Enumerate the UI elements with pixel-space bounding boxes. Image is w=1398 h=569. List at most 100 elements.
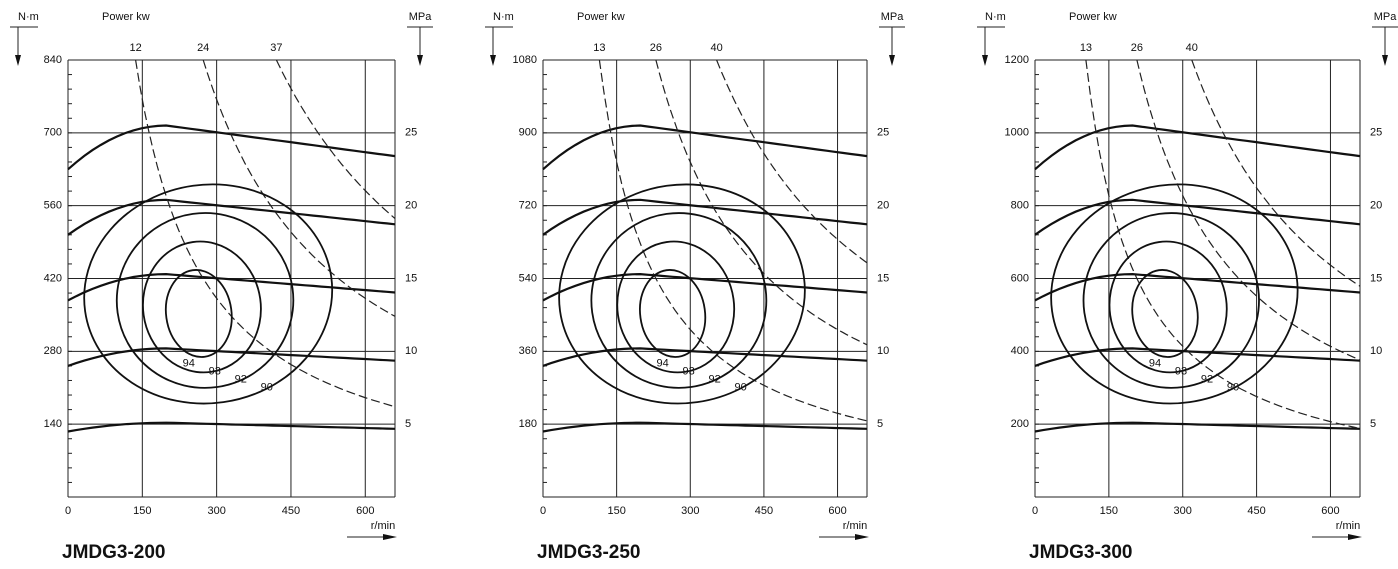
pressure-line bbox=[1034, 421, 1361, 433]
efficiency-label: 93 bbox=[209, 365, 221, 377]
efficiency-label: 94 bbox=[183, 357, 195, 369]
power-curve bbox=[1191, 59, 1361, 287]
y2-tick-label: 20 bbox=[405, 200, 417, 212]
pressure-line bbox=[67, 347, 396, 367]
y-tick-label: 200 bbox=[1011, 418, 1029, 430]
efficiency-contour bbox=[1108, 240, 1228, 374]
y2-tick-label: 15 bbox=[1370, 272, 1382, 284]
arrowhead bbox=[1348, 534, 1362, 540]
y2-tick-label: 10 bbox=[877, 345, 889, 357]
y2-tick-label: 5 bbox=[877, 418, 883, 430]
arrowhead bbox=[855, 534, 869, 540]
chart-title: JMDG3-250 bbox=[537, 542, 641, 563]
pressure-line bbox=[542, 421, 868, 433]
arrowhead bbox=[383, 534, 397, 540]
pressure-line bbox=[1034, 272, 1361, 302]
power-label: 26 bbox=[1131, 42, 1143, 54]
power-label: 24 bbox=[197, 42, 209, 54]
power-label: 26 bbox=[650, 42, 662, 54]
arrowhead bbox=[417, 55, 423, 66]
efficiency-label: 94 bbox=[1149, 357, 1161, 369]
efficiency-label: 92 bbox=[235, 373, 247, 385]
power-curve bbox=[1085, 59, 1361, 430]
x-tick-label: 450 bbox=[755, 505, 773, 517]
y2-tick-label: 25 bbox=[877, 127, 889, 139]
efficiency-contour bbox=[1082, 212, 1260, 389]
y2-tick-label: 15 bbox=[877, 272, 889, 284]
y-tick-label: 180 bbox=[519, 418, 537, 430]
y-tick-label: 800 bbox=[1011, 200, 1029, 212]
pressure-line bbox=[67, 124, 396, 171]
y-tick-label: 1000 bbox=[1005, 127, 1029, 139]
pressure-line bbox=[542, 198, 868, 236]
y2-tick-label: 10 bbox=[1370, 345, 1382, 357]
efficiency-label: 93 bbox=[682, 365, 694, 377]
efficiency-contour bbox=[164, 269, 233, 358]
efficiency-label: 90 bbox=[734, 381, 746, 393]
efficiency-label: 90 bbox=[1227, 381, 1239, 393]
x-tick-label: 600 bbox=[1321, 505, 1339, 517]
pressure-line bbox=[67, 272, 396, 302]
x-tick-label: 450 bbox=[282, 505, 300, 517]
y2-tick-label: 20 bbox=[1370, 200, 1382, 212]
efficiency-label: 92 bbox=[1201, 373, 1213, 385]
x-tick-label: 150 bbox=[133, 505, 151, 517]
y-tick-label: 1200 bbox=[1005, 54, 1029, 66]
power-axis-label: Power kw bbox=[1069, 11, 1117, 23]
y-tick-label: 600 bbox=[1011, 272, 1029, 284]
efficiency-contour bbox=[1050, 183, 1299, 405]
efficiency-contour bbox=[83, 183, 334, 405]
power-curve bbox=[275, 59, 396, 219]
chart-title: JMDG3-200 bbox=[62, 542, 166, 563]
power-label: 13 bbox=[593, 42, 605, 54]
y2-tick-label: 15 bbox=[405, 272, 417, 284]
efficiency-contour bbox=[558, 183, 806, 405]
efficiency-contour bbox=[142, 240, 262, 374]
y2-axis-label: MPa bbox=[409, 11, 433, 23]
y2-tick-label: 5 bbox=[1370, 418, 1376, 430]
y-tick-label: 1080 bbox=[513, 54, 537, 66]
power-curve bbox=[202, 59, 396, 317]
pressure-line bbox=[542, 272, 868, 302]
power-curve bbox=[135, 59, 396, 408]
x-axis-label: r/min bbox=[843, 520, 867, 532]
power-curve bbox=[716, 59, 868, 264]
y-axis-label: N·m bbox=[18, 11, 39, 23]
power-label: 12 bbox=[129, 42, 141, 54]
pressure-line bbox=[1034, 198, 1361, 236]
arrowhead bbox=[15, 55, 21, 66]
efficiency-label: 93 bbox=[1175, 365, 1187, 377]
x-tick-label: 450 bbox=[1247, 505, 1265, 517]
power-curve bbox=[1136, 59, 1361, 361]
x-tick-label: 300 bbox=[1174, 505, 1192, 517]
power-curve bbox=[655, 59, 868, 346]
power-axis-label: Power kw bbox=[577, 11, 625, 23]
arrowhead bbox=[889, 55, 895, 66]
efficiency-contour bbox=[616, 240, 736, 374]
y2-tick-label: 5 bbox=[405, 418, 411, 430]
power-curve bbox=[598, 59, 868, 422]
x-tick-label: 150 bbox=[607, 505, 625, 517]
y-tick-label: 700 bbox=[44, 127, 62, 139]
x-tick-label: 600 bbox=[356, 505, 374, 517]
y2-axis-label: MPa bbox=[881, 11, 905, 23]
arrowhead bbox=[490, 55, 496, 66]
arrowhead bbox=[982, 55, 988, 66]
y-tick-label: 360 bbox=[519, 345, 537, 357]
y2-tick-label: 25 bbox=[405, 127, 417, 139]
y2-tick-label: 25 bbox=[1370, 127, 1382, 139]
power-axis-label: Power kw bbox=[102, 11, 150, 23]
pressure-line bbox=[67, 421, 396, 433]
power-label: 37 bbox=[270, 42, 282, 54]
pressure-line bbox=[1034, 124, 1361, 171]
pressure-line bbox=[67, 198, 396, 236]
efficiency-contour bbox=[590, 212, 768, 389]
x-tick-label: 300 bbox=[681, 505, 699, 517]
arrowhead bbox=[1382, 55, 1388, 66]
y-tick-label: 560 bbox=[44, 200, 62, 212]
efficiency-contour bbox=[115, 212, 295, 389]
efficiency-contour bbox=[1131, 269, 1199, 358]
y-tick-label: 420 bbox=[44, 272, 62, 284]
pressure-line bbox=[542, 124, 868, 171]
